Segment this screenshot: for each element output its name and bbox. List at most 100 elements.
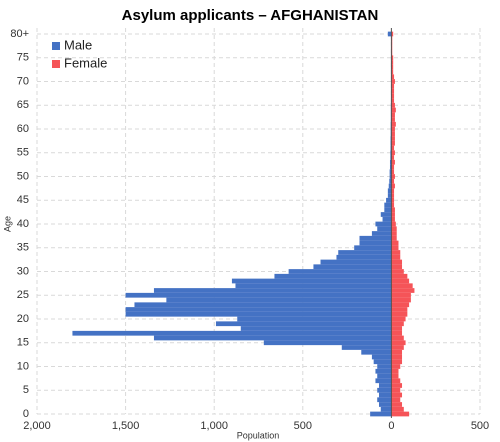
bar [153, 335, 392, 341]
y-tick-label: 35 [17, 242, 29, 254]
bar [391, 335, 404, 341]
bar [391, 383, 403, 388]
bar [391, 112, 395, 118]
bar [377, 387, 392, 393]
bar [391, 216, 395, 222]
y-axis-label: Age [2, 216, 12, 232]
bar [125, 307, 392, 312]
bar [371, 231, 392, 236]
legend-label: Female [64, 55, 107, 70]
bar [391, 88, 395, 94]
y-tick-label: 50 [17, 170, 29, 182]
bar [391, 349, 403, 355]
bar [391, 188, 395, 194]
bar [391, 140, 395, 146]
x-tick-label: 1,000 [200, 420, 228, 432]
bar [237, 316, 392, 322]
bar [391, 392, 403, 398]
bar [391, 207, 395, 213]
bar [391, 364, 401, 369]
bar [354, 245, 392, 251]
bar [391, 102, 395, 108]
bar [391, 31, 394, 37]
bar [391, 340, 406, 346]
bar [391, 330, 403, 336]
bar [391, 250, 401, 255]
bar [391, 98, 395, 103]
bar [391, 345, 404, 350]
bar [391, 297, 411, 303]
y-tick-label: 45 [17, 194, 29, 206]
bar [391, 411, 410, 417]
bar [377, 226, 392, 232]
bar [391, 197, 395, 203]
bar [389, 174, 392, 179]
bar [391, 326, 403, 331]
bar [375, 378, 392, 384]
y-tick-label: 40 [17, 218, 29, 230]
bar [378, 392, 392, 398]
legend-swatch [52, 60, 60, 68]
bar [166, 297, 392, 303]
bar [391, 126, 395, 132]
bar [338, 250, 392, 255]
bar [391, 231, 397, 236]
bar [387, 188, 392, 194]
bar [320, 259, 392, 265]
bar [389, 178, 392, 184]
bar [386, 197, 392, 203]
bar [288, 269, 392, 274]
bar [384, 202, 392, 208]
x-tick-label: 500 [471, 420, 489, 432]
bar [380, 406, 392, 412]
bar [380, 212, 392, 217]
y-tick-label: 5 [23, 384, 29, 396]
bar [359, 235, 392, 241]
bar [391, 212, 395, 217]
bar [391, 245, 399, 251]
bar [391, 354, 403, 360]
legend-swatch [52, 42, 60, 50]
bar [391, 235, 397, 241]
bar [235, 283, 392, 289]
bar [391, 359, 403, 365]
chart-title: Asylum applicants – AFGHANISTAN [122, 7, 379, 24]
bar [240, 326, 392, 331]
bar [390, 155, 392, 160]
bar [391, 288, 415, 293]
bar [377, 373, 392, 379]
bar [371, 354, 392, 360]
bar [373, 359, 392, 365]
bar [388, 183, 392, 189]
bar [72, 330, 392, 336]
bar [391, 145, 395, 151]
bar [391, 107, 396, 113]
bar [391, 169, 395, 175]
bar [391, 378, 401, 384]
bar [391, 164, 395, 170]
bar [391, 69, 394, 75]
bar [336, 254, 392, 260]
bar [391, 292, 411, 298]
bar [382, 216, 392, 222]
x-axis-label: Population [237, 430, 280, 440]
bar [387, 31, 392, 37]
y-tick-label: 15 [17, 337, 29, 349]
bar [375, 368, 392, 374]
y-tick-label: 0 [23, 408, 29, 420]
bar [378, 383, 392, 388]
legend-label: Male [64, 37, 92, 52]
bar [387, 193, 392, 198]
bar [125, 311, 392, 317]
x-tick-label: 1,500 [112, 420, 140, 432]
bar [391, 136, 395, 141]
bar [391, 178, 395, 184]
bar [274, 273, 392, 279]
bar [389, 159, 392, 165]
bar [377, 364, 392, 369]
bar [391, 316, 406, 322]
bar [391, 64, 394, 70]
bar [370, 411, 392, 417]
bar [263, 340, 392, 346]
